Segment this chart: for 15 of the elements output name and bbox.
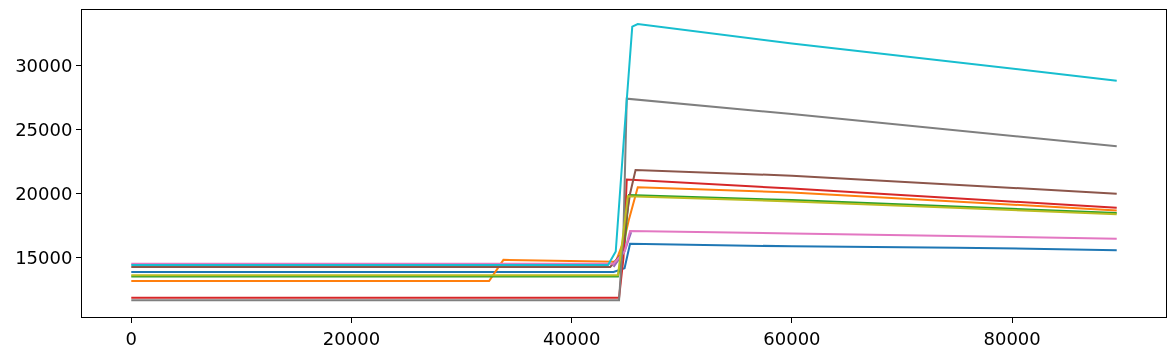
x-tick-label: 20000	[322, 327, 381, 349]
line-series	[130, 23, 1118, 266]
line-series	[130, 168, 1118, 268]
y-tick-label: 25000	[15, 118, 73, 140]
x-tick-label: 80000	[983, 327, 1041, 349]
x-tick-label: 0	[125, 327, 137, 349]
y-tick-label: 20000	[15, 182, 73, 204]
y-tick-label: 15000	[15, 247, 73, 269]
line-series	[130, 97, 1118, 302]
x-tick-label: 60000	[763, 327, 821, 349]
y-tick-label: 30000	[15, 54, 73, 76]
x-tick-label: 40000	[543, 327, 601, 349]
line-series	[130, 178, 1118, 299]
line-series	[130, 229, 1118, 265]
line-series	[130, 242, 1118, 274]
